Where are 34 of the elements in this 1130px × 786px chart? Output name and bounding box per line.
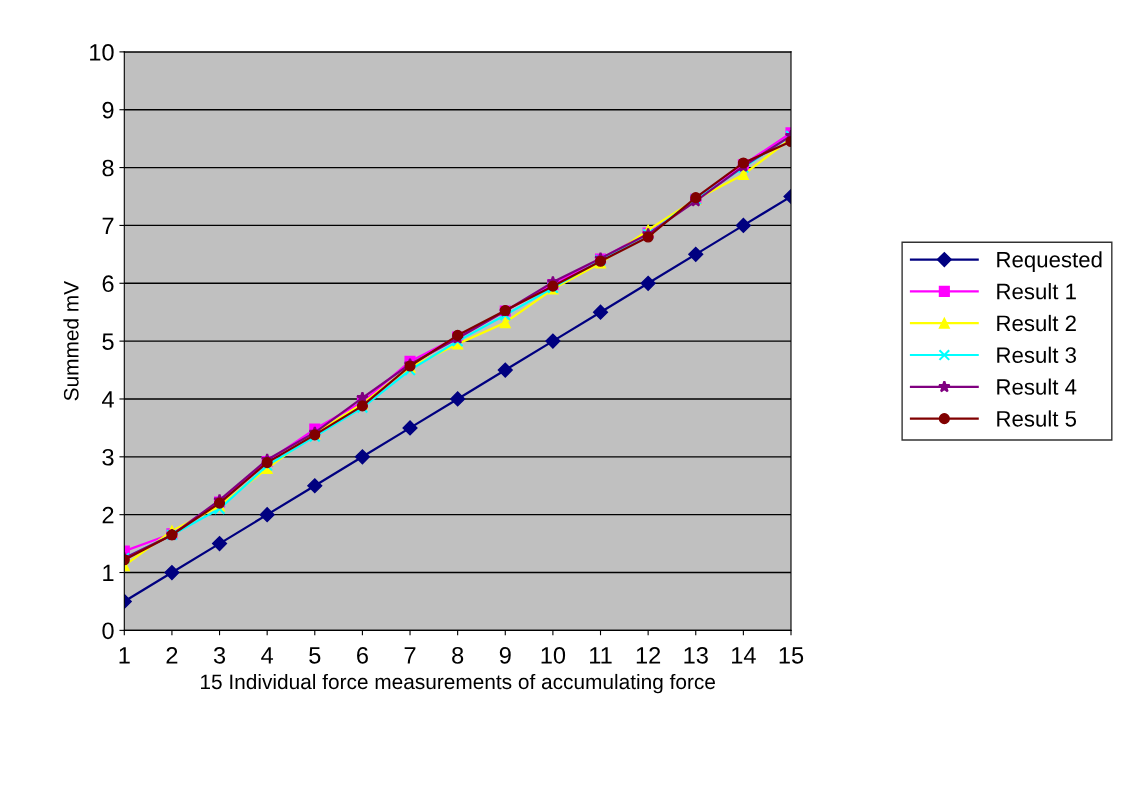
y-tick-label: 8 <box>102 159 114 177</box>
legend-label: Result 5 <box>997 410 1077 427</box>
x-tick-label: 2 <box>166 646 178 664</box>
x-tick-label: 5 <box>309 647 321 664</box>
x-tick-label: 9 <box>499 646 511 664</box>
legend-label: Requested <box>997 251 1102 272</box>
y-tick-label: 0 <box>102 622 114 640</box>
x-tick-label: 15 <box>779 647 804 664</box>
y-tick-label: 1 <box>103 564 114 582</box>
y-tick-label: 3 <box>102 448 114 466</box>
x-tick-label: 10 <box>541 646 566 664</box>
legend-label: Result 4 <box>997 378 1077 395</box>
legend-label: Result 3 <box>997 346 1076 363</box>
y-tick-label: 5 <box>102 333 114 350</box>
x-tick-label: 13 <box>684 646 708 664</box>
x-tick-label: 14 <box>732 647 756 664</box>
y-tick-label: 6 <box>102 275 114 293</box>
x-tick-label: 12 <box>636 646 661 664</box>
x-tick-label: 4 <box>261 647 274 664</box>
y-tick-label: 4 <box>101 391 114 408</box>
x-tick-label: 11 <box>590 647 612 664</box>
x-tick-label: 3 <box>213 646 226 664</box>
y-tick-label: 9 <box>102 101 114 119</box>
x-axis-title: 15 Individual force measurements of accumulating force <box>201 673 715 694</box>
legend-label: Result 1 <box>997 283 1076 300</box>
legend-label: Result 2 <box>997 314 1076 332</box>
y-tick-label: 7 <box>102 217 114 234</box>
x-tick-label: 6 <box>357 646 368 664</box>
x-tick-label: 7 <box>404 647 416 664</box>
y-axis-title: Summed mV <box>63 281 79 401</box>
y-tick-label: 10 <box>90 43 114 61</box>
y-tick-label: 2 <box>102 506 114 524</box>
x-tick-label: 8 <box>452 646 464 664</box>
x-tick-label: 1 <box>119 647 130 664</box>
